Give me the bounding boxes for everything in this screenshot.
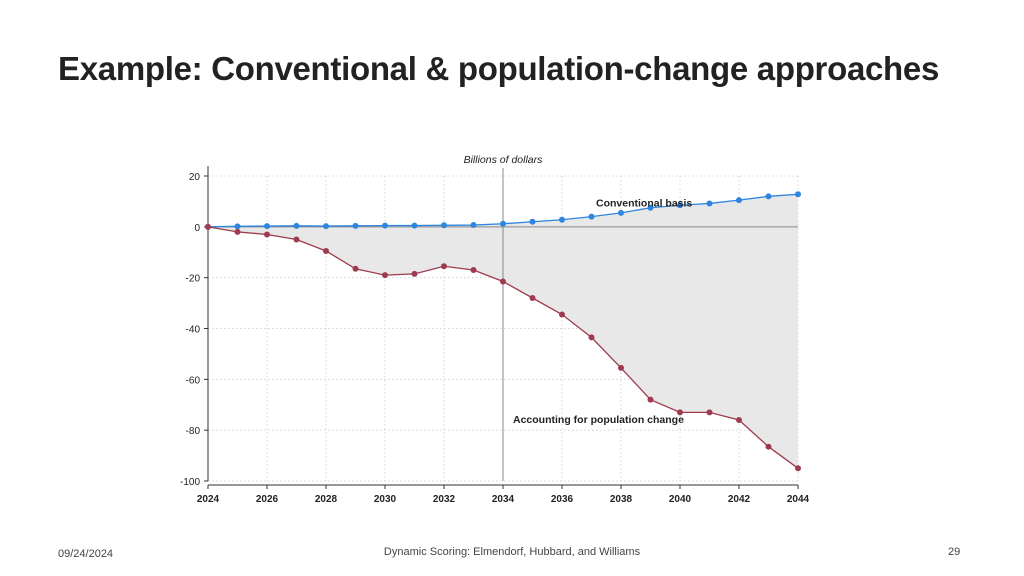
x-tick-label: 2028 <box>315 494 338 505</box>
conventional-basis-point <box>529 218 536 225</box>
conventional-basis-point <box>323 223 329 230</box>
y-tick-label: -60 <box>186 375 201 386</box>
population-change-point <box>323 247 329 254</box>
x-tick-label: 2038 <box>610 494 633 505</box>
population-change-point <box>588 334 595 341</box>
line-chart: 20 0 -20 -40 -60 -80 -100 2024 2026 2028 2030 2032 2… <box>180 154 810 505</box>
conventional-basis-point <box>588 213 595 220</box>
y-tick-label: 0 <box>194 223 200 234</box>
conventional-basis-point <box>411 222 418 229</box>
population-change-point <box>205 223 211 230</box>
population-change-label: Accounting for population change <box>513 414 684 426</box>
x-tick-label: 2030 <box>374 494 397 505</box>
footer-caption: Dynamic Scoring: Elmendorf, Hubbard, and… <box>383 546 641 558</box>
conventional-basis-point <box>264 223 270 230</box>
population-change-point <box>411 270 418 277</box>
population-change-point <box>736 417 742 423</box>
x-tick-label: 2024 <box>197 494 220 505</box>
x-tick-label: 2044 <box>787 494 810 505</box>
population-change-point <box>352 265 359 272</box>
conventional-basis-point <box>470 222 477 229</box>
x-tick-label: 2034 <box>492 494 515 505</box>
conventional-basis-point <box>234 223 241 230</box>
x-tick-label: 2032 <box>433 494 456 505</box>
y-tick-label: -20 <box>186 274 201 285</box>
conventional-basis-point <box>618 209 624 216</box>
population-change-point <box>529 295 536 301</box>
page-number: 29 <box>948 546 961 558</box>
population-change-point <box>765 443 772 450</box>
conventional-basis-point <box>500 220 506 227</box>
population-change-point <box>795 465 801 472</box>
conventional-basis-point <box>677 202 683 209</box>
population-change-point <box>618 364 624 371</box>
y-tick-label: 20 <box>189 172 201 183</box>
population-change-point <box>470 267 477 274</box>
population-change-point <box>647 396 654 403</box>
conventional-basis-point <box>352 222 359 229</box>
x-tick-label: 2042 <box>728 494 751 505</box>
population-change-point <box>559 311 565 318</box>
conventional-basis-label: Conventional basis <box>596 198 692 210</box>
slide-title: Example: Conventional & population-chang… <box>58 50 940 87</box>
conventional-basis-point <box>736 197 742 204</box>
x-tick-label: 2036 <box>551 494 574 505</box>
population-change-point <box>500 278 506 285</box>
population-change-point <box>264 231 270 238</box>
population-change-point <box>234 228 241 235</box>
y-tick-label: -100 <box>180 477 200 488</box>
population-change-point <box>706 409 713 416</box>
y-tick-label: -40 <box>186 325 201 336</box>
population-change-point <box>382 272 388 279</box>
conventional-basis-point <box>559 216 565 223</box>
x-tick-label: 2040 <box>669 494 692 505</box>
conventional-basis-point <box>706 200 713 207</box>
y-tick-label: -80 <box>186 426 201 437</box>
population-change-point <box>293 236 300 243</box>
conventional-basis-point <box>765 193 772 200</box>
chart-units-title: Billions of dollars <box>464 154 544 166</box>
shaded-difference-area <box>208 194 798 469</box>
conventional-basis-point <box>293 222 300 229</box>
footer-date: 09/24/2024 <box>58 548 114 560</box>
chart-container: 20 0 -20 -40 -60 -80 -100 2024 2026 2028 2030 2032 2… <box>160 146 820 516</box>
population-change-point <box>441 263 447 270</box>
population-change-point <box>677 409 683 416</box>
conventional-basis-point <box>382 222 388 229</box>
conventional-basis-point <box>647 204 654 211</box>
conventional-basis-point <box>795 191 801 198</box>
x-tick-label: 2026 <box>256 494 279 505</box>
conventional-basis-point <box>441 222 447 229</box>
